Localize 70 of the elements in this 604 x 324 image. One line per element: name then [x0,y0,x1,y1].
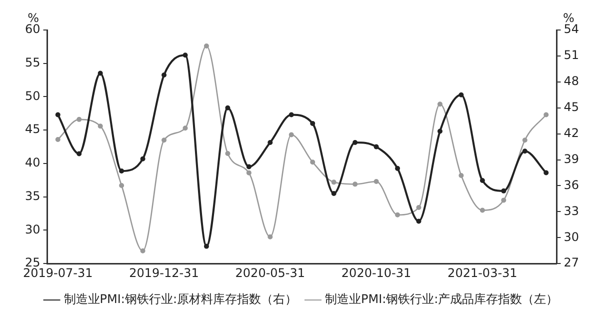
y-tick-label: 55 [24,55,40,70]
y-tick-label: 30 [24,222,40,236]
point [119,183,124,188]
x-tick-label: 2019-07-31 [23,266,93,280]
point [162,72,167,78]
x-tick-label: 2020-05-31 [235,266,306,280]
point [98,124,103,129]
x-tick-label: 2020-10-31 [341,266,412,280]
x-tick-label: 2019-12-31 [129,266,199,280]
point [98,70,103,76]
y-tick-label: 35 [24,188,40,203]
point [437,102,442,107]
point [544,170,549,176]
point [76,116,82,122]
point [55,112,60,118]
point [204,44,209,49]
point [374,179,379,184]
point [331,191,336,196]
point [352,140,358,145]
point [268,140,273,145]
y-tick-label: 45 [24,122,40,136]
y2-tick-label: 36 [564,178,580,192]
point [522,138,528,143]
y2-tick-label: 48 [564,74,580,88]
point [182,126,188,131]
point [310,120,316,126]
point [352,182,358,187]
point [544,112,549,118]
point [204,244,209,249]
point [55,136,60,142]
point [437,128,442,134]
point [246,164,252,170]
point [288,112,294,118]
y2-tick-label: 42 [564,126,580,140]
point [140,156,146,162]
point [119,168,124,174]
legend-label: 制造业PMI:钢铁行业:产成品库存指数（左） [325,292,558,306]
point [268,234,273,240]
point [416,218,422,224]
point [374,144,379,150]
point [480,178,485,184]
y2-tick-label: 39 [564,152,580,166]
point [522,148,528,154]
point [416,205,422,210]
point [395,166,400,171]
point [76,151,82,156]
point [395,212,400,218]
y2-tick-label: 51 [564,48,580,62]
point [501,198,506,203]
point [162,138,167,143]
legend-label: 制造业PMI:钢铁行业:原材料库存指数（右） [64,292,298,306]
point [501,188,506,194]
y2-tick-label: 45 [564,100,580,114]
y-tick-label: 40 [24,156,40,170]
y2-tick-label: 30 [564,230,580,244]
point [331,180,336,185]
point [225,105,230,110]
point [225,150,230,156]
y2-tick-label: 33 [564,204,580,218]
point [310,160,316,165]
point [182,52,188,58]
point [480,208,485,213]
point [288,132,294,138]
y2-tick-label: 27 [564,256,580,270]
point [458,92,464,98]
x-tick-label: 2021-03-31 [448,266,518,280]
point [140,248,146,254]
point [458,173,464,178]
point [246,170,252,176]
y-tick-label: 50 [24,88,40,103]
